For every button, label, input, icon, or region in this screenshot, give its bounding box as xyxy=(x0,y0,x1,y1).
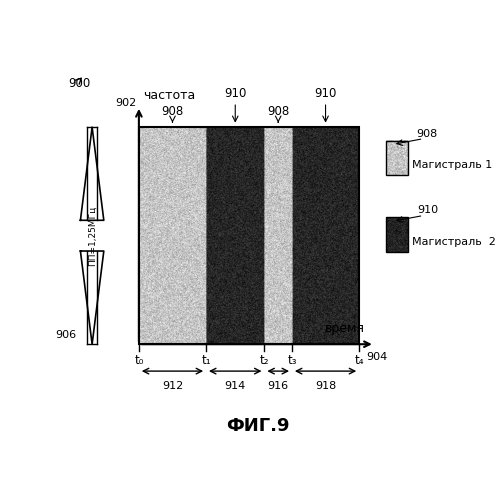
Bar xyxy=(386,218,408,252)
Text: 914: 914 xyxy=(225,381,246,391)
Bar xyxy=(139,127,359,344)
Text: 918: 918 xyxy=(315,381,336,391)
Text: 904: 904 xyxy=(366,352,387,362)
Text: t₁: t₁ xyxy=(201,354,211,367)
Text: Магистраль  2: Магистраль 2 xyxy=(412,237,495,247)
Text: ПП=1,25МГц: ПП=1,25МГц xyxy=(88,206,97,266)
Text: 902: 902 xyxy=(116,98,137,108)
Text: 908: 908 xyxy=(267,104,289,118)
Text: 916: 916 xyxy=(268,381,289,391)
Text: 908: 908 xyxy=(417,129,438,139)
Text: t₄: t₄ xyxy=(355,354,364,367)
Text: 912: 912 xyxy=(162,381,183,391)
Polygon shape xyxy=(80,251,104,344)
Text: время: время xyxy=(325,321,365,335)
Text: 910: 910 xyxy=(314,87,337,100)
Polygon shape xyxy=(88,251,97,344)
Bar xyxy=(386,141,408,175)
Text: t₀: t₀ xyxy=(134,354,143,367)
Text: Магистраль 1: Магистраль 1 xyxy=(412,160,492,170)
Text: частота: частота xyxy=(143,89,195,102)
Text: ФИГ.9: ФИГ.9 xyxy=(226,417,290,435)
Text: t₃: t₃ xyxy=(287,354,297,367)
Text: 910: 910 xyxy=(224,87,246,100)
Text: 906: 906 xyxy=(55,330,76,340)
Text: 908: 908 xyxy=(161,104,184,118)
Text: t₂: t₂ xyxy=(260,354,269,367)
Polygon shape xyxy=(88,127,97,220)
Text: 910: 910 xyxy=(417,206,438,216)
Polygon shape xyxy=(80,127,104,220)
Text: 900: 900 xyxy=(69,77,91,90)
